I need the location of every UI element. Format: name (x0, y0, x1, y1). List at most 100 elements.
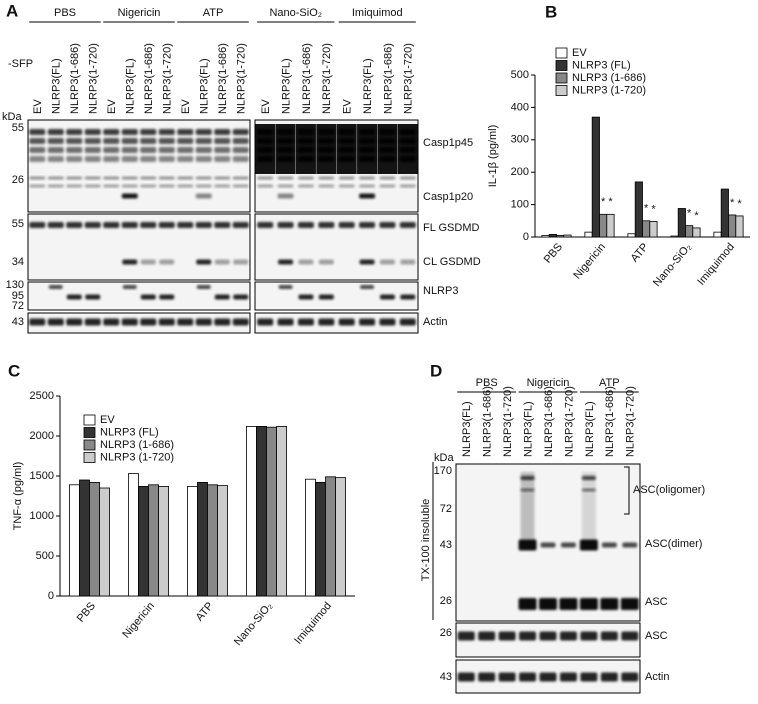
significance: * (687, 208, 692, 220)
band (66, 138, 83, 144)
band (195, 147, 212, 153)
band-label: NLRP3 (423, 285, 458, 297)
legend-swatch (555, 60, 568, 71)
lane-label: EV (106, 99, 118, 114)
band (518, 598, 537, 610)
legend-label: NLRP3 (FL) (572, 59, 631, 71)
band (232, 184, 249, 188)
band (277, 318, 294, 326)
band (121, 318, 138, 326)
band (478, 631, 496, 641)
band (233, 259, 249, 265)
band (359, 138, 376, 144)
band (232, 129, 249, 135)
lane-label: NLRP3(1-720) (403, 43, 415, 114)
band (214, 222, 231, 228)
legend-swatch (555, 85, 568, 96)
band (177, 184, 194, 188)
lane-label: NLRP3(1-686) (217, 43, 229, 114)
band (400, 259, 416, 265)
band (600, 631, 618, 641)
significance: * (608, 196, 613, 208)
band (103, 318, 120, 326)
band (540, 542, 556, 548)
band (214, 176, 231, 180)
bar (677, 208, 686, 238)
bar (207, 484, 218, 597)
y-tick-label: 0 (523, 231, 529, 243)
band (581, 488, 596, 492)
band (195, 156, 212, 162)
band (232, 222, 249, 228)
significance: * (601, 196, 606, 208)
band (338, 184, 355, 188)
band (297, 156, 314, 162)
blot-frame (27, 119, 251, 213)
band-label: CL GSDMD (423, 256, 481, 268)
lane-label: NLRP3(FL) (461, 401, 473, 457)
bar (606, 213, 615, 238)
band (559, 598, 578, 610)
y-tick-label: 500 (511, 69, 529, 81)
band (140, 156, 157, 162)
legend-label: NLRP3 (1-720) (572, 84, 646, 96)
legend-swatch (83, 452, 96, 463)
band (122, 259, 138, 265)
y-tick-label: 500 (36, 550, 54, 562)
y-tick-label: 100 (511, 199, 529, 211)
band-label: ASC (645, 630, 668, 642)
band (297, 222, 314, 228)
kda-marker: 170 (434, 465, 452, 477)
blot-frame (27, 281, 251, 311)
band (278, 285, 293, 289)
band (539, 672, 557, 682)
band (520, 488, 535, 492)
band (159, 259, 175, 265)
bar (541, 234, 550, 238)
kda-marker: 72 (12, 300, 24, 312)
bar (266, 426, 277, 597)
band (84, 222, 101, 228)
bar (685, 225, 694, 238)
band (121, 129, 138, 135)
bar (627, 233, 636, 238)
band (338, 176, 355, 180)
bar (713, 231, 722, 238)
band (399, 138, 416, 144)
band (103, 222, 120, 228)
band (29, 184, 46, 188)
band (122, 285, 137, 289)
legend-label: NLRP3 (1-686) (572, 72, 646, 84)
significance: * (644, 203, 649, 215)
band (195, 129, 212, 135)
band (379, 129, 396, 135)
lane-label: NLRP3(1-686) (543, 386, 555, 457)
band (379, 138, 396, 144)
band (47, 318, 64, 326)
band (47, 147, 64, 153)
band (359, 147, 376, 153)
band (399, 184, 416, 188)
x-tick-label: PBS (75, 600, 98, 625)
band (579, 539, 598, 551)
band (47, 138, 64, 144)
x-tick-label: Imiquimod (695, 241, 737, 288)
x-tick-label: Imiquimod (292, 600, 334, 647)
band (84, 138, 101, 144)
band (29, 156, 46, 162)
band (121, 147, 138, 153)
band (121, 222, 138, 228)
row-label: -SFP (8, 58, 33, 70)
band-label: ASC (645, 596, 668, 608)
bar (335, 477, 346, 597)
band (519, 672, 537, 682)
bar (584, 231, 593, 238)
band (158, 156, 175, 162)
band (359, 318, 376, 326)
band (232, 176, 249, 180)
kda-marker: 26 (440, 595, 452, 607)
band (359, 184, 376, 188)
band (47, 184, 64, 188)
band (177, 147, 194, 153)
y-tick-label: 200 (511, 166, 529, 178)
